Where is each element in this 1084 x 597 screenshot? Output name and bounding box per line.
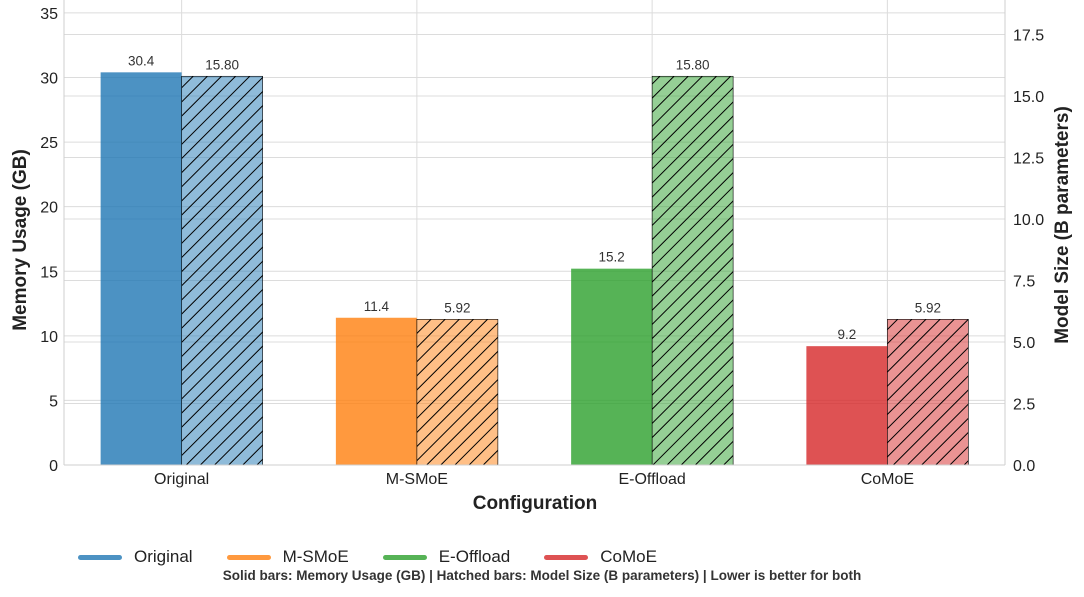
y-tick-label: 5 [49,393,58,410]
legend-swatch [78,554,122,560]
legend-label: M-SMoE [282,547,349,566]
memory-data-label: 30.4 [128,53,155,68]
model-size-bar-hatch [181,75,263,466]
y2-tick-label: 10.0 [1013,212,1044,229]
legend: Original M-SMoE E-Offload CoMoE [78,547,657,567]
y-tick-label: 25 [40,135,58,152]
y2-tick-label: 15.0 [1013,89,1044,106]
memory-data-label: 11.4 [364,299,390,314]
legend-item: CoMoE [544,547,657,567]
model-size-data-label: 15.80 [205,57,239,72]
y2-tick-label: 7.5 [1013,273,1035,290]
x-axis-label: Configuration [473,493,598,514]
legend-label: Original [134,547,193,566]
y2-tick-label: 5.0 [1013,335,1035,352]
legend-item: M-SMoE [226,547,349,567]
y2-tick-label: 2.5 [1013,396,1035,413]
legend-label: CoMoE [600,547,657,566]
y2-tick-label: 12.5 [1013,150,1044,167]
x-tick-label: E-Offload [618,471,685,488]
model-size-bar-hatch [651,75,734,466]
x-tick-label: M-SMoE [386,471,448,488]
memory-bar [571,268,653,465]
y-tick-label: 35 [40,6,58,23]
memory-bar [806,346,888,465]
memory-data-label: 15.2 [598,250,624,265]
x-tick-label: Original [154,471,209,488]
legend-label: E-Offload [438,547,511,566]
model-size-bar-hatch [416,319,499,466]
y-tick-label: 30 [40,71,58,88]
dual-axis-bar-chart: 30.4 15.80 11.4 5.92 15.2 15.80 9.2 5.92 0 5 10 15… [10,0,1073,514]
bars [100,72,969,466]
y-tick-label: 20 [40,200,58,217]
memory-data-label: 9.2 [837,327,856,342]
x-tick-label: CoMoE [861,471,914,488]
y-tick-label: 15 [40,264,58,281]
model-size-data-label: 5.92 [444,300,470,315]
memory-bar [100,72,182,465]
model-size-bar-hatch [887,319,969,466]
y2-tick-label: 17.5 [1013,27,1044,44]
legend-swatch [226,554,271,560]
model-size-data-label: 15.80 [676,57,710,72]
y-tick-label: 0 [49,458,58,475]
y2-axis-label: Model Size (B parameters) [1052,106,1073,344]
y-axis-label: Memory Usage (GB) [10,149,31,331]
data-labels: 30.4 15.80 11.4 5.92 15.2 15.80 9.2 5.92 [128,53,941,342]
model-size-data-label: 5.92 [915,300,941,315]
y2-tick-label: 0.0 [1013,458,1035,475]
legend-item: E-Offload [382,547,511,567]
memory-bar [335,317,417,465]
legend-item: Original [78,547,193,567]
y-tick-label: 10 [40,329,58,346]
footnote: Solid bars: Memory Usage (GB) | Hatched … [222,568,862,583]
axes: 0 5 10 15 20 25 30 35 0.0 2.5 5.0 7.5 10.0 12.5 15.0 17… [40,0,1044,488]
legend-swatch [382,554,427,560]
legend-swatch [544,554,589,560]
